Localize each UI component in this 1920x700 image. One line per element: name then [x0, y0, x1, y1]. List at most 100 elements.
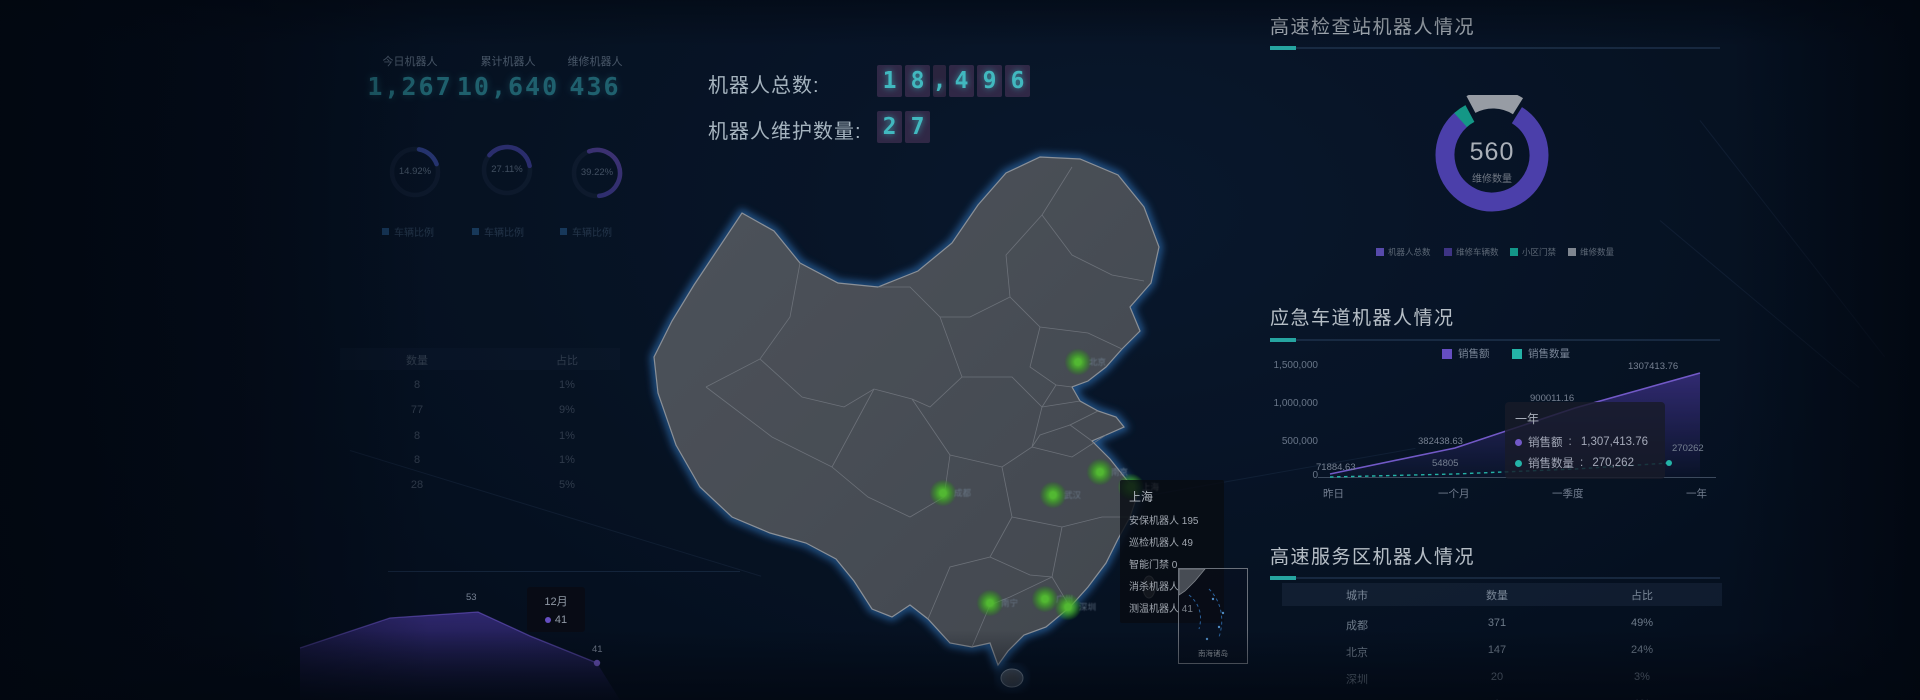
- marker-core: [1064, 603, 1072, 611]
- service-table-header-row: 城市 数量 占比: [1282, 583, 1722, 606]
- map-marker-shenzhen[interactable]: 深圳: [1055, 594, 1096, 620]
- map-tooltip-row: 安保机器人 195: [1129, 516, 1199, 527]
- legend-square-icon: [1444, 248, 1452, 256]
- map-tooltip-row: 巡检机器人 49: [1129, 538, 1193, 549]
- kpi-digit: 1: [877, 65, 902, 97]
- x-axis-tick: 一个月: [1438, 488, 1470, 500]
- decor-line: [1699, 120, 1886, 358]
- stat-label-3: 维修机器人: [567, 56, 623, 68]
- left-chart-peak-label: 53: [466, 592, 477, 603]
- underline-accent: [1270, 338, 1296, 342]
- kpi-maintain-label: 机器人维护数量:: [708, 121, 862, 143]
- stat-label-1: 今日机器人: [382, 56, 438, 68]
- donut-legend-2[interactable]: 维修车辆数: [1444, 246, 1499, 258]
- kpi-digit: 8: [905, 65, 930, 97]
- kpi-digit: 4: [949, 65, 974, 97]
- point-label-p2: 382438.63: [1418, 436, 1463, 447]
- x-axis-tick: 昨日: [1323, 488, 1344, 500]
- legend-square-icon: [1568, 248, 1576, 256]
- gauge-legend-2[interactable]: 车辆比例: [472, 224, 524, 239]
- donut-legend-3[interactable]: 小区门禁: [1510, 246, 1556, 258]
- legend-square-icon: [1510, 248, 1518, 256]
- underline-accent: [1270, 46, 1296, 50]
- legend-square-icon: [1376, 248, 1384, 256]
- donut-legend-1[interactable]: 机器人总数: [1376, 246, 1431, 258]
- stat-value-3: 436: [569, 72, 621, 101]
- kpi-digit: 9: [977, 65, 1002, 97]
- left-table-cell: 1%: [559, 379, 575, 391]
- map-marker-nanjing[interactable]: 南京: [1087, 459, 1128, 485]
- gauge-3: 39.22%: [570, 146, 624, 200]
- y-axis-tick: 1,500,000: [1273, 360, 1319, 371]
- table-row: 北京 147 24%: [1346, 644, 1654, 659]
- inset-map: [1178, 568, 1225, 641]
- emergency-legend-1[interactable]: 销售额: [1442, 346, 1490, 361]
- gauge-percent: 27.11%: [491, 164, 523, 175]
- tooltip-title: 一年: [1515, 412, 1540, 426]
- left-table-cell: 5%: [559, 479, 575, 491]
- legend-square-icon: [560, 228, 567, 235]
- donut-center: 560 维修数量: [1452, 138, 1532, 185]
- marker-core: [986, 599, 994, 607]
- gauge-legend-1[interactable]: 车辆比例: [382, 224, 434, 239]
- map-marker-wuhan[interactable]: 武汉: [1040, 482, 1081, 508]
- left-chart-tooltip: 12月 41: [527, 587, 585, 632]
- marker-city-label: 南京: [1111, 467, 1129, 477]
- panel-checkpoint-title: 高速检查站机器人情况: [1270, 17, 1476, 38]
- panel-underline: [1270, 576, 1720, 580]
- series-dot-icon: [1515, 459, 1522, 467]
- legend-square-icon: [472, 228, 479, 235]
- panel-service-title: 高速服务区机器人情况: [1270, 547, 1476, 568]
- marker-core: [1096, 468, 1104, 476]
- y-axis-tick: 1,000,000: [1273, 398, 1319, 409]
- gauge-percent: 39.22%: [580, 167, 614, 178]
- left-table-cell: 8: [413, 430, 421, 442]
- stat-value-1: 1,267: [367, 72, 453, 101]
- column-header: 数量: [1486, 589, 1508, 602]
- x-axis-tick: 一年: [1686, 488, 1707, 500]
- gauge-2: 27.11%: [480, 143, 534, 197]
- stat-value-2: 10,640: [456, 72, 560, 101]
- marker-core: [1041, 595, 1049, 603]
- left-table-header: 数量: [406, 355, 428, 367]
- left-area-chart: [299, 611, 620, 700]
- underline-accent: [1270, 576, 1296, 580]
- kpi-total-digits: 1 8 , 4 9 6: [877, 65, 1030, 97]
- kpi-digit: 7: [905, 111, 930, 143]
- x-axis-tick: 一季度: [1552, 488, 1584, 500]
- map-marker-nanning[interactable]: 南宁: [977, 590, 1018, 616]
- south-china-sea-inset: 南海诸岛: [1178, 568, 1248, 664]
- kpi-total-label: 机器人总数:: [708, 75, 820, 97]
- inset-label: 南海诸岛: [1198, 649, 1228, 658]
- left-table-cell: 1%: [559, 430, 575, 442]
- map-marker-beijing[interactable]: 北京: [1065, 349, 1106, 375]
- donut-center-value: 560: [1469, 138, 1515, 166]
- kpi-digit-comma: ,: [933, 65, 946, 97]
- gauge-1: 14.92%: [388, 145, 442, 199]
- donut-center-label: 维修数量: [1472, 174, 1512, 185]
- tooltip-row: 销售额: 1,307,413.76: [1515, 434, 1655, 450]
- left-table-header: 占比: [556, 355, 578, 367]
- column-header: 城市: [1346, 589, 1368, 602]
- point-label-p4: 1307413.76: [1628, 361, 1679, 372]
- service-table: 城市 数量 占比 成都 371 49% 北京 147 24% 深圳 20 3% …: [1282, 583, 1722, 700]
- map-marker-chengdu[interactable]: 成都: [930, 480, 971, 506]
- gauge-percent: 14.92%: [398, 166, 432, 177]
- kpi-digit: 6: [1005, 65, 1030, 97]
- panel-emergency-title: 应急车道机器人情况: [1270, 308, 1455, 329]
- checkpoint-donut-chart[interactable]: [1432, 95, 1552, 215]
- emergency-tooltip: 一年 销售额: 1,307,413.76 销售数量: 270,262: [1505, 402, 1665, 479]
- province-borders: [705, 166, 1145, 648]
- emergency-legend-2[interactable]: 销售数量: [1512, 346, 1570, 361]
- marker-city-label: 深圳: [1079, 602, 1097, 612]
- marker-core: [1049, 491, 1057, 499]
- left-table-cell: 28: [410, 479, 424, 491]
- left-table-cell: 1%: [559, 454, 575, 466]
- donut-legend-4[interactable]: 维修数量: [1568, 246, 1614, 258]
- y-axis-tick: 500,000: [1281, 436, 1318, 447]
- map-tooltip-row: 测温机器人 41: [1129, 604, 1193, 615]
- gauge-legend-3[interactable]: 车辆比例: [560, 224, 612, 239]
- left-table-cell: 8: [413, 454, 421, 466]
- marker-city-label: 南宁: [1001, 598, 1019, 608]
